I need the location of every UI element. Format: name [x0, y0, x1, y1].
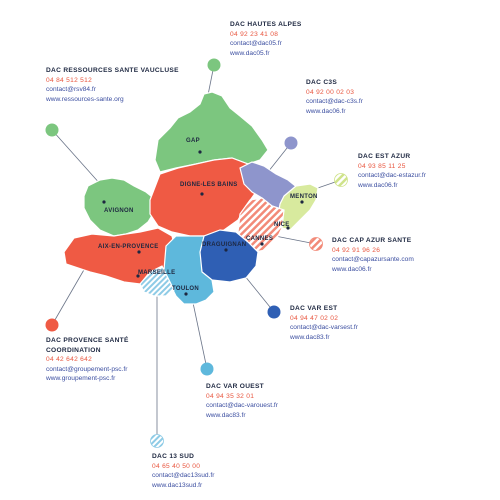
- city-label-gap: GAP: [186, 138, 200, 144]
- marker-var-ouest[interactable]: [200, 362, 214, 376]
- dac-var-ouest-info: DAC VAR OUEST 04 94 35 32 01 contact@dac…: [206, 382, 278, 420]
- city-dot-nice: [286, 226, 290, 230]
- dac-email[interactable]: contact@capazursante.com: [332, 256, 414, 264]
- dac-name: DAC VAR EST: [290, 305, 338, 312]
- marker-est-azur[interactable]: [334, 173, 348, 187]
- dac-email[interactable]: contact@rsv84.fr: [46, 86, 96, 94]
- city-dot-draguignan: [224, 248, 228, 252]
- dac-website[interactable]: www.dac83.fr: [206, 411, 246, 419]
- dac-c3s-info: DAC C3S 04 92 00 02 03 contact@dac-c3s.f…: [306, 78, 363, 116]
- dac-website[interactable]: www.ressources-sante.org: [46, 95, 124, 103]
- dac-phone: 04 92 23 41 08: [230, 30, 279, 38]
- dac-email[interactable]: contact@dac05.fr: [230, 40, 282, 48]
- dac-phone: 04 42 642 642: [46, 356, 93, 364]
- dac-hautes-alpes-info: DAC HAUTES ALPES 04 92 23 41 08 contact@…: [230, 20, 302, 58]
- dac-email[interactable]: contact@groupement-psc.fr: [46, 365, 128, 373]
- city-dot-toulon: [184, 292, 188, 296]
- dac-email[interactable]: contact@dac-varsest.fr: [290, 324, 358, 332]
- dac-name: DAC RESSOURCES SANTE VAUCLUSE: [46, 67, 179, 74]
- dac-provence-info: DAC PROVENCE SANTÉ COORDINATION 04 42 64…: [46, 336, 129, 384]
- city-label-toulon: TOULON: [172, 286, 199, 292]
- city-label-draguignan: DRAGUIGNAN: [202, 242, 246, 248]
- city-dot-digne: [200, 192, 204, 196]
- dac-phone: 04 94 47 02 02: [290, 314, 339, 322]
- dac-phone: 04 93 85 11 25: [358, 162, 406, 170]
- dac-website[interactable]: www.dac06.fr: [332, 265, 372, 273]
- dac-name-line2: COORDINATION: [46, 346, 101, 354]
- city-dot-cannes: [260, 242, 264, 246]
- city-label-nice: NICE: [274, 222, 290, 228]
- dac-vaucluse-info: DAC RESSOURCES SANTE VAUCLUSE 04 84 512 …: [46, 66, 179, 104]
- connector-provence: [51, 267, 86, 326]
- city-label-menton: MENTON: [290, 194, 318, 200]
- region-digne[interactable]: [149, 157, 259, 237]
- marker-cap-azur[interactable]: [309, 237, 323, 251]
- city-dot-gap: [198, 150, 202, 154]
- city-label-digne: DIGNE-LES BAINS: [180, 182, 238, 188]
- region-vaucluse[interactable]: [83, 177, 157, 237]
- city-label-marseille: MARSEILLE: [138, 270, 175, 276]
- dac-name: DAC CAP AZUR SANTE: [332, 237, 412, 244]
- dac-email[interactable]: contact@dac-c3s.fr: [306, 98, 363, 106]
- dac-website[interactable]: www.dac06.fr: [306, 107, 346, 115]
- city-dot-aix: [137, 250, 141, 254]
- marker-var-est[interactable]: [267, 305, 281, 319]
- dac-website[interactable]: www.dac13sud.fr: [152, 481, 203, 489]
- dac-phone: 04 84 512 512: [46, 76, 93, 84]
- dac-var-est-info: DAC VAR EST 04 94 47 02 02 contact@dac-v…: [290, 304, 358, 342]
- dac-website[interactable]: www.dac05.fr: [230, 49, 270, 57]
- dac-name: DAC HAUTES ALPES: [230, 21, 302, 28]
- city-dot-marseille: [136, 274, 140, 278]
- dac-phone: 04 94 35 32 01: [206, 392, 255, 400]
- marker-vaucluse[interactable]: [45, 123, 59, 137]
- dac-cap-azur-info: DAC CAP AZUR SANTE 04 92 91 96 26 contac…: [332, 236, 414, 274]
- connector-var-ouest: [191, 297, 208, 370]
- region-13-sud[interactable]: [139, 265, 175, 297]
- dac-phone: 04 92 00 02 03: [306, 88, 355, 96]
- marker-hautes-alpes[interactable]: [207, 58, 221, 72]
- dac-phone: 04 65 40 50 00: [152, 462, 201, 470]
- dac-phone: 04 92 91 96 26: [332, 246, 381, 254]
- city-label-aix: AIX-EN-PROVENCE: [98, 244, 159, 250]
- dac-name: DAC 13 SUD: [152, 453, 195, 460]
- city-dot-avignon: [102, 200, 106, 204]
- city-label-cannes: CANNES: [246, 236, 273, 242]
- dac-name: DAC EST AZUR: [358, 153, 411, 160]
- marker-provence[interactable]: [45, 318, 59, 332]
- dac-est-azur-info: DAC EST AZUR 04 93 85 11 25 contact@dac-…: [358, 152, 426, 190]
- dac-website[interactable]: www.groupement-psc.fr: [46, 375, 116, 383]
- city-dot-menton: [300, 200, 304, 204]
- marker-c3s[interactable]: [284, 136, 298, 150]
- dac-name: DAC C3S: [306, 79, 338, 86]
- city-label-avignon: AVIGNON: [104, 208, 134, 214]
- dac-website[interactable]: www.dac06.fr: [358, 181, 398, 189]
- dac-email[interactable]: contact@dac-estazur.fr: [358, 172, 426, 180]
- dac-website[interactable]: www.dac83.fr: [290, 333, 330, 341]
- dac-name-line1: DAC PROVENCE SANTÉ: [46, 337, 129, 344]
- dac-email[interactable]: contact@dac-varouest.fr: [206, 402, 278, 410]
- dac-name: DAC VAR OUEST: [206, 383, 264, 390]
- dac-email[interactable]: contact@dac13sud.fr: [152, 472, 215, 480]
- marker-13-sud[interactable]: [150, 434, 164, 448]
- dac-13-sud-info: DAC 13 SUD 04 65 40 50 00 contact@dac13s…: [152, 452, 214, 490]
